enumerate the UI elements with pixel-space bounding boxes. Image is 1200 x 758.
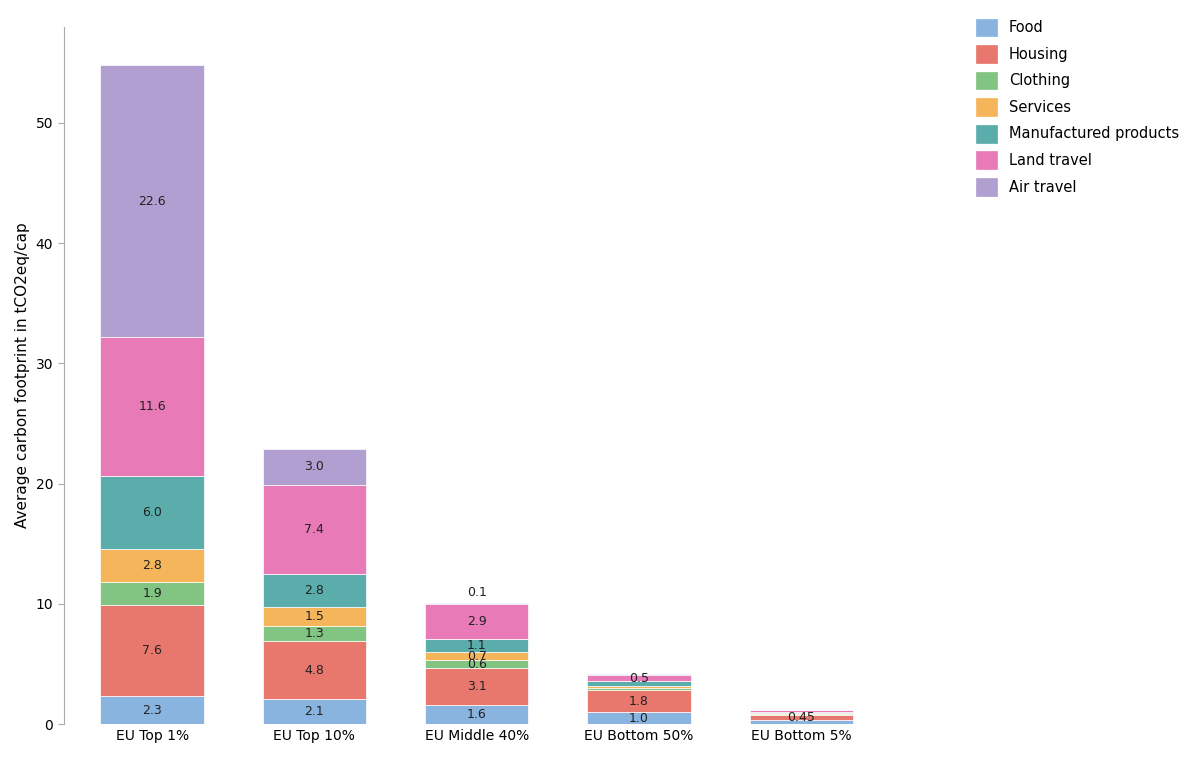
Text: 2.9: 2.9	[467, 615, 487, 628]
Bar	[101, 477, 204, 549]
Bar	[263, 699, 366, 724]
Text: 0.1: 0.1	[467, 586, 487, 599]
Text: 1.3: 1.3	[305, 627, 324, 640]
Bar	[101, 337, 204, 477]
Bar	[101, 697, 204, 724]
Bar	[588, 686, 691, 688]
Text: 4.8: 4.8	[305, 663, 324, 677]
Text: 0.7: 0.7	[467, 650, 487, 662]
Bar	[425, 660, 528, 668]
Bar	[750, 712, 853, 713]
Bar	[750, 710, 853, 712]
Text: 3.0: 3.0	[305, 460, 324, 473]
Text: 1.9: 1.9	[143, 587, 162, 600]
Text: 2.8: 2.8	[142, 559, 162, 572]
Text: 1.8: 1.8	[629, 695, 649, 708]
Text: 6.0: 6.0	[142, 506, 162, 519]
Bar	[263, 641, 366, 699]
Text: 2.1: 2.1	[305, 705, 324, 718]
Bar	[588, 691, 691, 712]
Bar	[588, 688, 691, 691]
Bar	[425, 652, 528, 660]
Text: 11.6: 11.6	[138, 400, 166, 413]
Text: 2.3: 2.3	[143, 704, 162, 717]
Bar	[101, 582, 204, 605]
Text: 7.6: 7.6	[142, 644, 162, 657]
Text: 1.0: 1.0	[629, 712, 649, 725]
Bar	[263, 485, 366, 574]
Text: 3.1: 3.1	[467, 680, 487, 693]
Text: 22.6: 22.6	[138, 195, 166, 208]
Text: 0.6: 0.6	[467, 657, 487, 671]
Bar	[588, 712, 691, 724]
Bar	[425, 705, 528, 724]
Legend: Food, Housing, Clothing, Services, Manufactured products, Land travel, Air trave: Food, Housing, Clothing, Services, Manuf…	[970, 13, 1186, 202]
Bar	[101, 549, 204, 582]
Bar	[101, 605, 204, 697]
Bar	[263, 574, 366, 607]
Bar	[263, 607, 366, 625]
Text: 1.5: 1.5	[305, 610, 324, 623]
Bar	[750, 715, 853, 720]
Bar	[750, 720, 853, 724]
Bar	[588, 681, 691, 686]
Bar	[588, 674, 691, 675]
Text: 0.45: 0.45	[787, 711, 815, 724]
Bar	[425, 668, 528, 705]
Text: 0.5: 0.5	[629, 672, 649, 685]
Bar	[101, 65, 204, 337]
Bar	[263, 625, 366, 641]
Text: 1.1: 1.1	[467, 639, 487, 652]
Text: 1.6: 1.6	[467, 708, 487, 721]
Y-axis label: Average carbon footprint in tCO2eq/cap: Average carbon footprint in tCO2eq/cap	[14, 223, 30, 528]
Text: 7.4: 7.4	[305, 523, 324, 536]
Bar	[263, 449, 366, 485]
Bar	[425, 603, 528, 604]
Bar	[425, 604, 528, 639]
Bar	[588, 675, 691, 681]
Text: 2.8: 2.8	[305, 584, 324, 597]
Bar	[425, 639, 528, 652]
